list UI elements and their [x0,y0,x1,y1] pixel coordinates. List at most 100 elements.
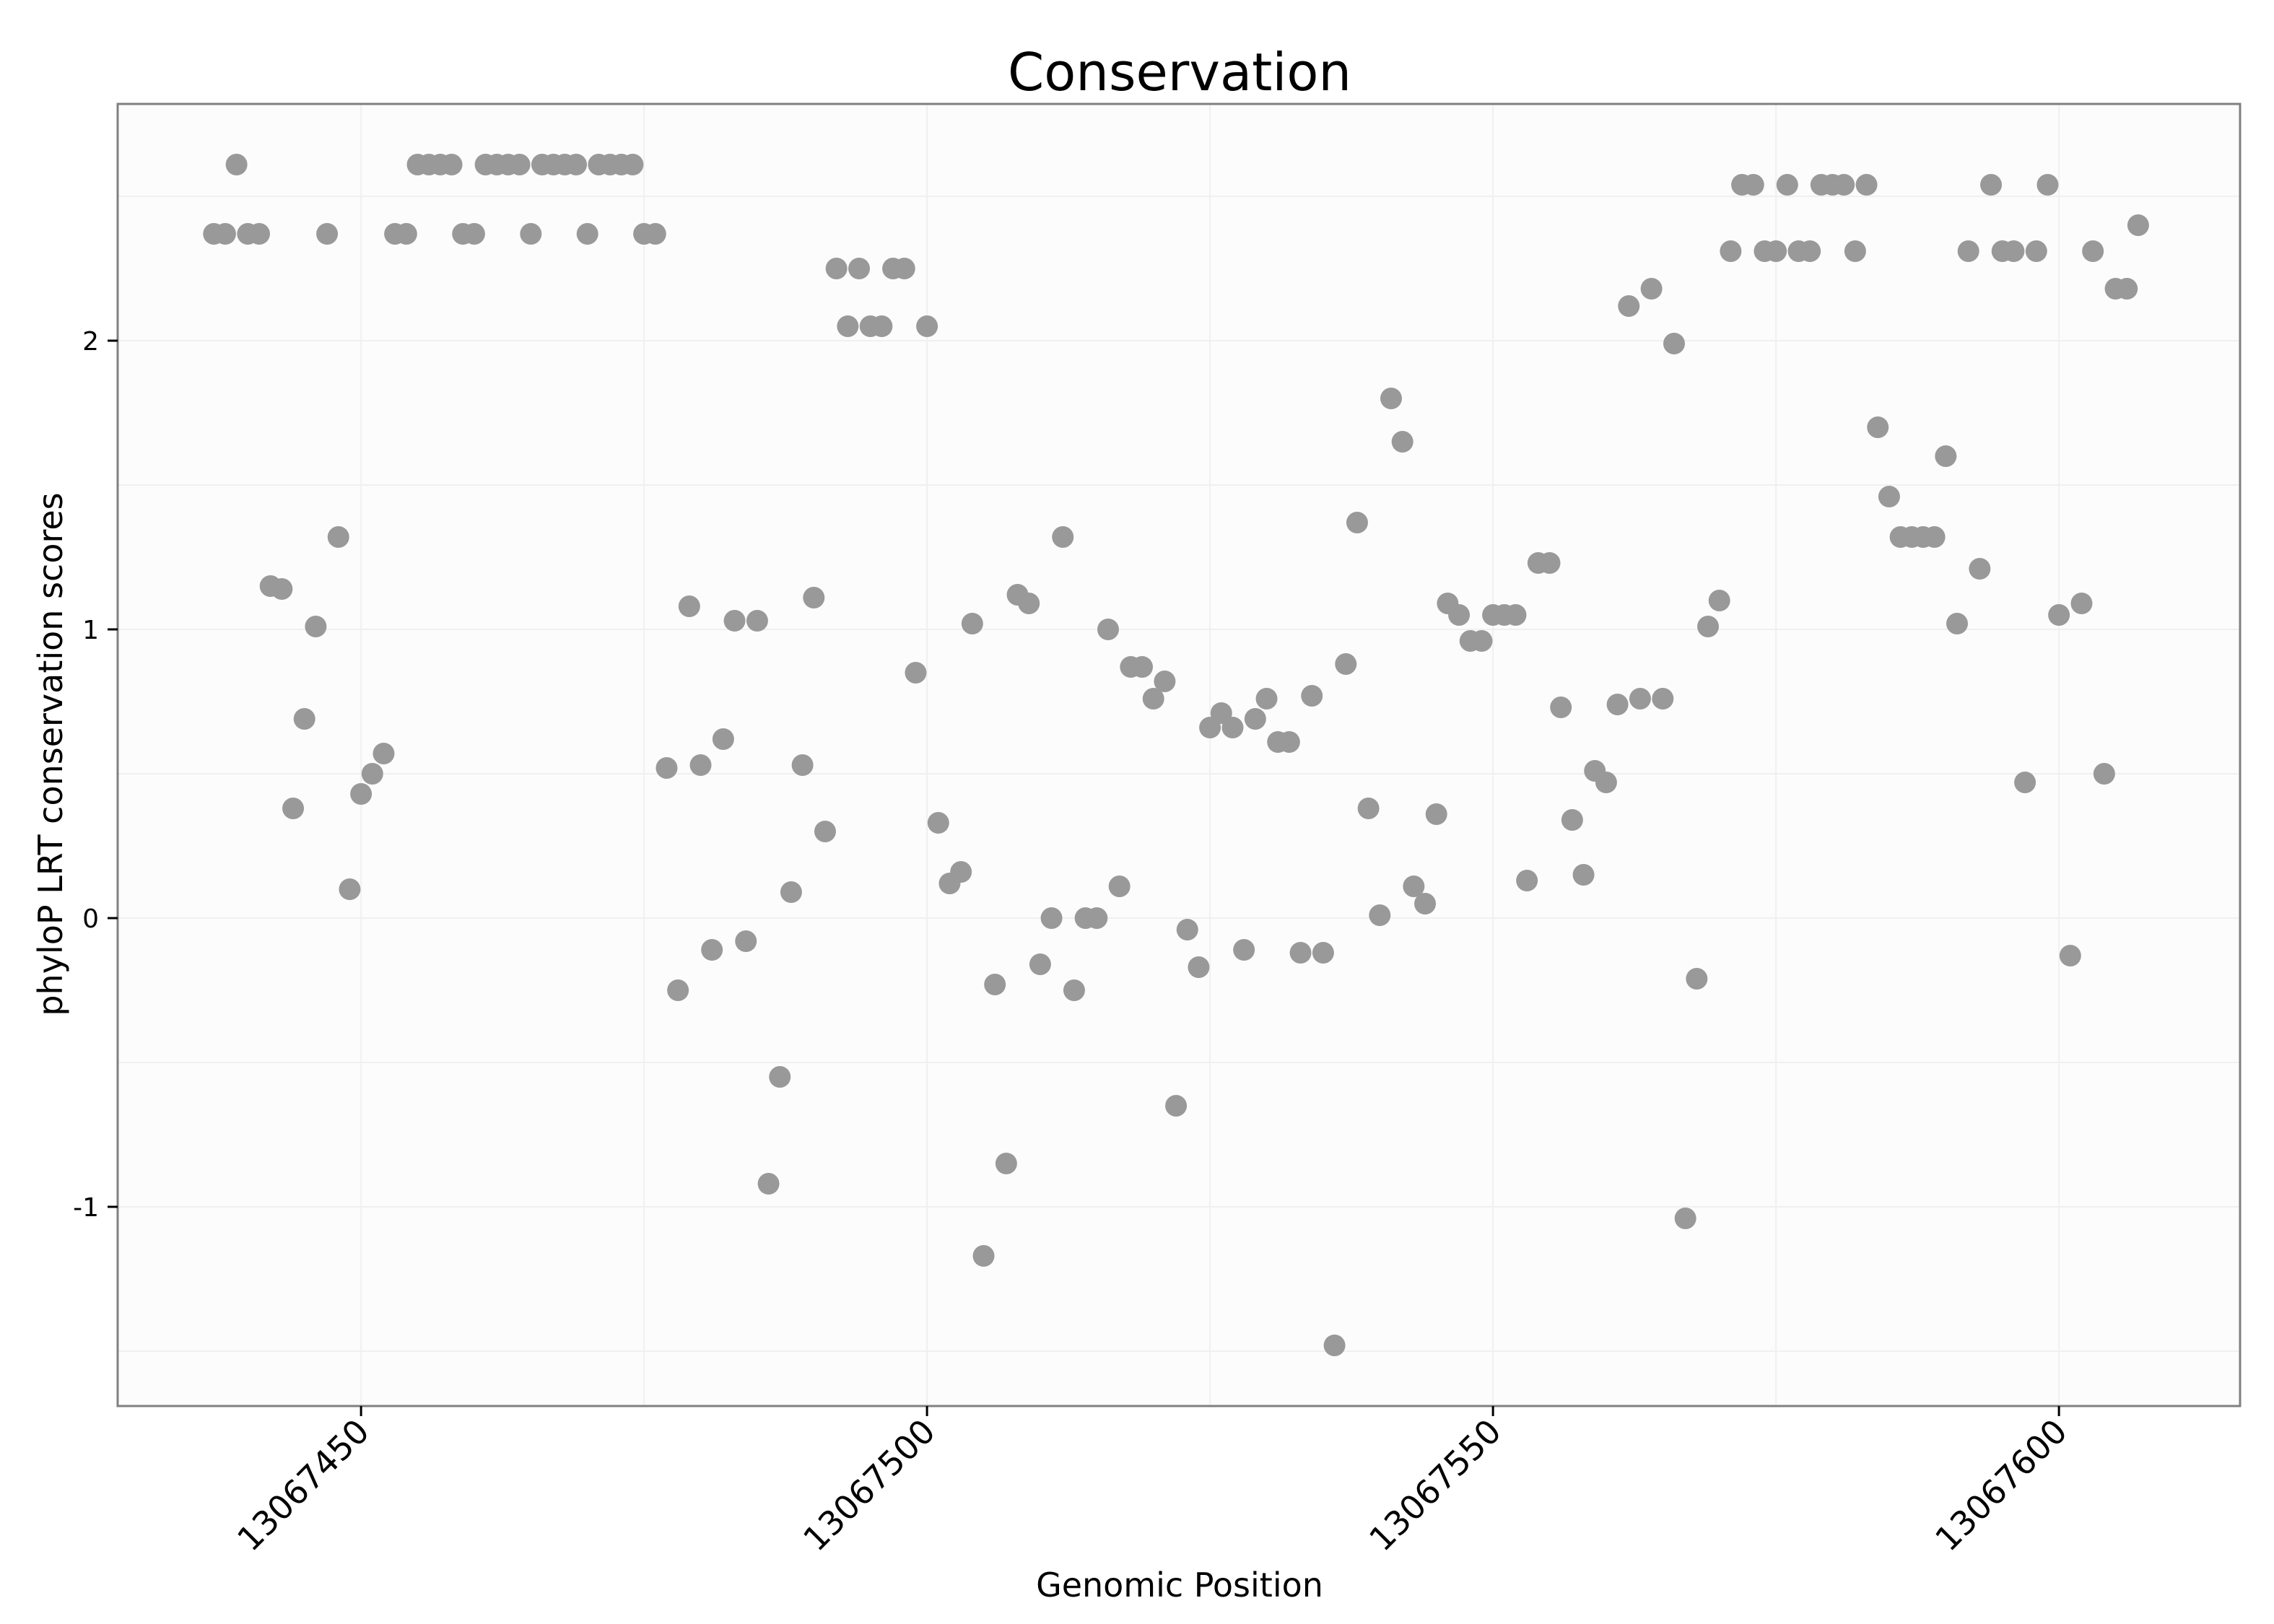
data-point [1618,295,1640,317]
data-point [1935,445,1957,467]
data-point [1391,431,1413,453]
data-point [1516,870,1538,891]
data-point [339,878,361,900]
data-point [1742,174,1764,196]
data-point [1029,953,1051,975]
data-point [1765,240,1787,262]
data-point [927,812,949,834]
data-point [440,154,463,175]
data-point [905,662,927,684]
data-point [814,821,836,842]
data-point [1301,685,1323,707]
data-point [508,154,531,175]
data-point [1686,968,1708,990]
data-point [1629,688,1651,710]
data-point [1946,613,1968,634]
data-point [2082,240,2104,262]
data-point [757,1173,780,1195]
x-tick-label: 13067550 [1362,1412,1509,1559]
data-point [1640,278,1663,300]
data-point [1844,240,1866,262]
data-point [373,743,395,764]
data-point [271,578,293,600]
data-point [1471,630,1493,652]
data-point [769,1066,791,1088]
data-point [463,223,485,245]
data-points [203,154,2149,1356]
data-point [1063,979,1085,1001]
data-point [1108,876,1131,897]
data-point [1097,619,1119,640]
data-point [1346,512,1368,533]
data-point [1176,919,1198,940]
data-point [1142,688,1164,710]
data-point [1538,552,1561,574]
data-point [1312,942,1334,964]
y-axis-title: phyloP LRT conservation scores [31,492,70,1016]
data-point [1018,593,1040,614]
data-point [984,974,1006,995]
data-point [1720,240,1742,262]
data-point [780,881,802,903]
x-axis: 13067450 13067500 13067550 13067600 [230,1406,2075,1558]
data-point [576,223,598,245]
data-point [1323,1335,1346,1356]
data-point [316,223,339,245]
data-point [293,708,315,730]
data-point [1606,694,1629,715]
data-point [1595,772,1617,793]
data-point [1244,708,1266,730]
y-tick-label: -1 [73,1193,99,1223]
data-point [2003,240,2025,262]
data-point [723,610,746,632]
data-point [1980,174,2003,196]
data-point [1165,1095,1188,1117]
data-point [1221,717,1244,738]
data-point [1572,864,1595,886]
data-point [791,754,814,776]
data-point [350,783,373,805]
data-point [689,754,712,776]
data-point [667,979,689,1001]
data-point [2093,763,2115,785]
data-point [735,930,757,952]
data-point [712,728,734,750]
data-point [248,223,270,245]
data-point [1878,486,1900,507]
data-point [1867,416,1889,438]
data-point [565,154,588,175]
data-point [622,154,644,175]
data-point [1957,240,1979,262]
data-point [1969,558,1991,580]
data-point [961,613,983,634]
data-point [1255,688,1278,710]
data-point [701,939,723,961]
data-point [1550,697,1572,718]
y-tick-label: 0 [82,904,99,934]
y-tick-label: 2 [82,327,99,357]
data-point [1086,907,1108,929]
data-point [327,526,349,548]
data-point [2070,593,2093,614]
data-point [1561,809,1583,831]
data-point [1278,731,1300,753]
data-point [825,258,848,279]
data-point [2036,174,2059,196]
data-point [1233,939,1255,961]
data-point [972,1245,995,1267]
data-point [1833,174,1855,196]
data-point [214,223,236,245]
data-point [361,763,383,785]
data-point [1708,590,1730,611]
data-point [746,610,768,632]
data-point [837,315,859,337]
x-tick-label: 13067600 [1927,1412,2075,1559]
data-point [282,798,305,819]
x-tick-label: 13067500 [796,1412,943,1559]
data-point [1380,388,1402,409]
data-point [803,587,825,608]
data-point [1154,671,1176,692]
data-point [1357,798,1380,819]
data-point [1369,904,1391,926]
